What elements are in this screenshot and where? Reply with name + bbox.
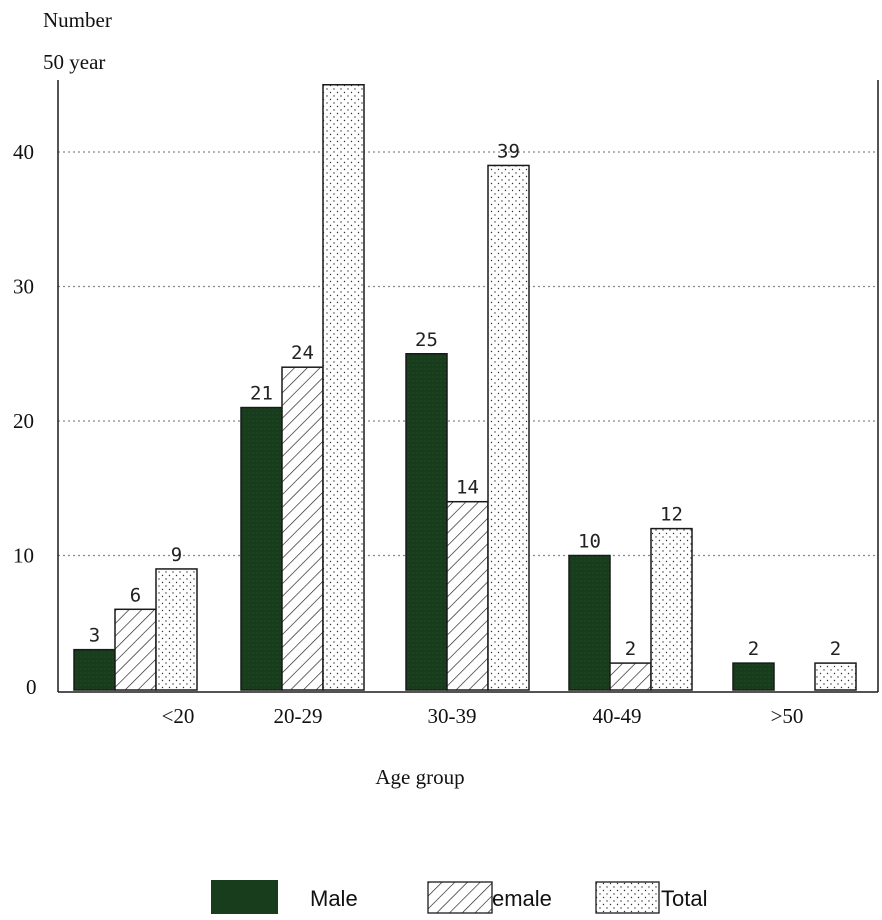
legend-label-male: Male	[310, 886, 358, 911]
y-tick-label-0: 0	[26, 675, 37, 699]
data-label-male-20-29: 21	[250, 383, 273, 405]
y-axis-label-line1: Number	[43, 8, 112, 32]
y-axis-label-line2: 50 year	[43, 50, 105, 74]
bars	[73, 84, 857, 691]
data-label-female-40-49: 2	[625, 638, 636, 660]
y-tick-label-10: 10	[13, 544, 34, 568]
legend: Male emale Total	[211, 880, 707, 914]
bar-male-40-49	[568, 554, 611, 691]
data-label-total-40-49: 12	[660, 504, 683, 526]
bar-total-40-49	[650, 527, 693, 691]
bar-total-30-39	[487, 164, 530, 691]
legend-label-total: Total	[661, 886, 707, 911]
bar-female-30-39	[446, 500, 489, 691]
data-label-total-30-39: 39	[497, 140, 520, 162]
bar-male-lt20	[73, 648, 116, 691]
bar-total-20-29	[322, 84, 365, 691]
data-label-total-gt50: 2	[830, 638, 841, 660]
x-axis-label: Age group	[375, 765, 464, 789]
bar-total-gt50	[814, 662, 857, 691]
y-tick-label-40: 40	[13, 140, 34, 164]
data-label-female-20-29: 24	[291, 342, 314, 364]
bar-total-lt20	[155, 568, 198, 691]
bar-female-20-29	[281, 366, 324, 691]
x-tick-label-lt20: <20	[162, 704, 195, 728]
data-label-female-30-39: 14	[456, 477, 479, 499]
data-label-male-40-49: 10	[578, 531, 601, 553]
bar-male-30-39	[405, 353, 448, 691]
data-label-female-lt20: 6	[130, 584, 141, 606]
y-tick-label-30: 30	[13, 275, 34, 299]
data-label-male-30-39: 25	[415, 329, 438, 351]
x-tick-labels: <20 20-29 30-39 40-49 >50	[162, 704, 804, 728]
x-tick-label-30-39: 30-39	[428, 704, 477, 728]
legend-swatch-male	[211, 880, 278, 914]
data-label-male-gt50: 2	[748, 638, 759, 660]
bar-male-20-29	[240, 406, 283, 691]
data-label-male-lt20: 3	[89, 625, 100, 647]
bar-female-40-49	[609, 662, 652, 691]
x-tick-label-40-49: 40-49	[593, 704, 642, 728]
x-tick-label-gt50: >50	[771, 704, 804, 728]
legend-swatch-total	[595, 881, 660, 914]
y-tick-labels: 0 10 20 30 40	[13, 140, 37, 699]
legend-swatch-female	[427, 881, 493, 914]
bar-female-lt20	[114, 608, 157, 691]
y-tick-label-20: 20	[13, 409, 34, 433]
legend-label-female: emale	[492, 886, 552, 911]
bar-male-gt50	[732, 662, 775, 691]
data-label-total-lt20: 9	[171, 544, 182, 566]
x-tick-label-20-29: 20-29	[274, 704, 323, 728]
